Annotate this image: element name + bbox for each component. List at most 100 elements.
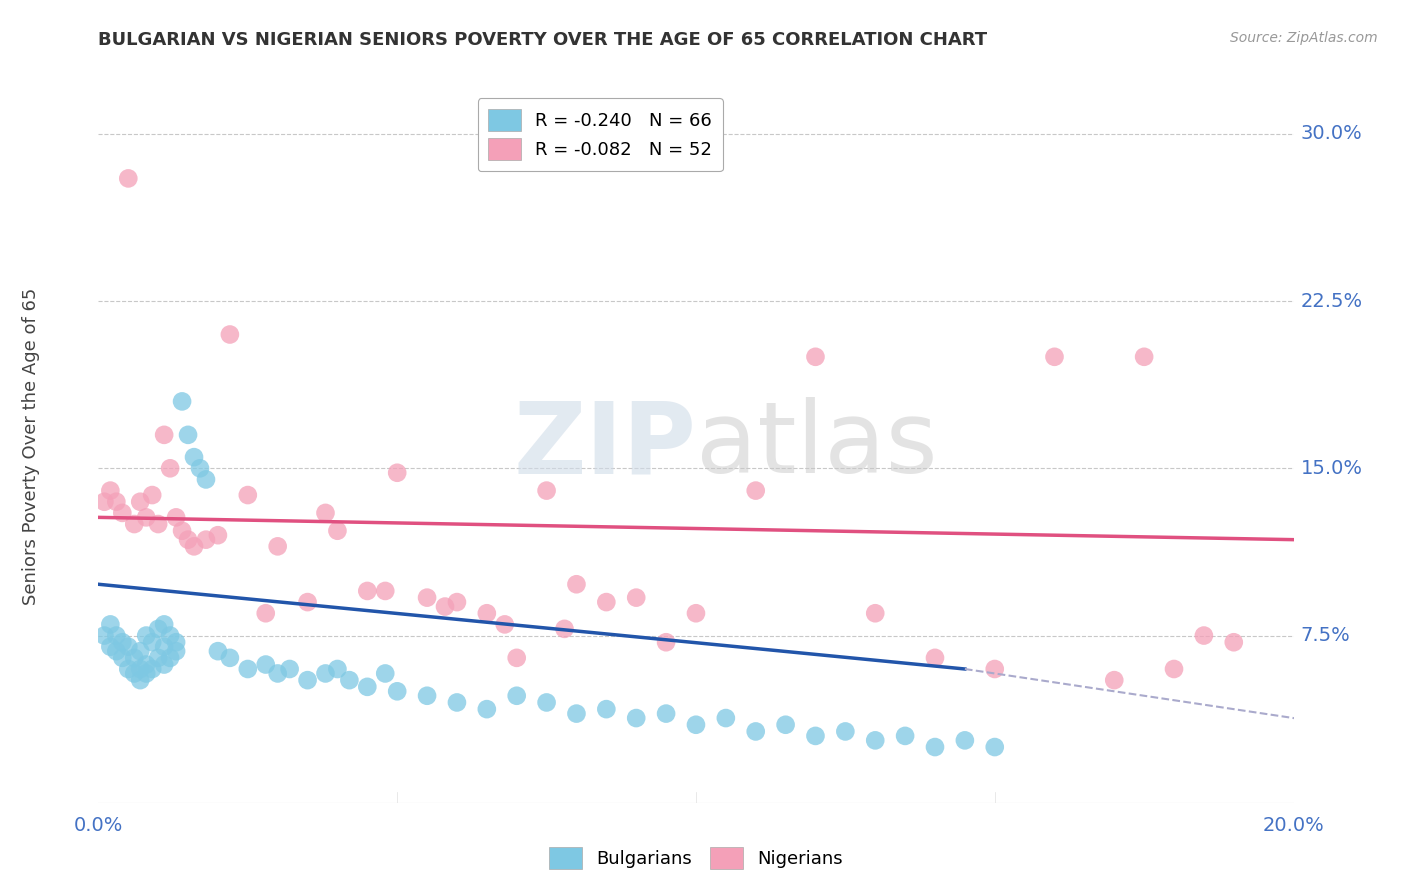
Point [124,651,146,665]
Point [983,740,1005,755]
Point [165,635,187,649]
Point [141,635,163,649]
Point [278,662,301,676]
Text: 22.5%: 22.5% [1301,292,1362,310]
Point [111,651,134,665]
Point [129,673,152,687]
Point [685,717,707,731]
Point [506,689,529,703]
Point [267,666,290,681]
Point [165,644,187,658]
Text: 7.5%: 7.5% [1301,626,1350,645]
Point [129,644,152,658]
Point [194,533,218,547]
Point [141,662,163,676]
Point [506,651,529,665]
Point [624,591,647,605]
Point [374,583,396,598]
Point [93,628,115,642]
Point [148,651,170,665]
Point [177,533,200,547]
Point [494,617,516,632]
Point [148,517,170,532]
Point [775,717,797,731]
Point [117,640,139,654]
Point [1223,635,1246,649]
Point [98,483,122,498]
Point [117,171,139,186]
Point [983,662,1005,676]
Point [475,702,498,716]
Point [745,483,768,498]
Point [153,640,176,654]
Point [655,706,678,721]
Point [315,506,337,520]
Point [315,666,337,681]
Point [953,733,976,747]
Point [135,510,157,524]
Point [1104,673,1126,687]
Point [565,706,588,721]
Point [297,673,319,687]
Point [219,327,242,342]
Text: 15.0%: 15.0% [1301,458,1362,478]
Point [356,680,378,694]
Point [165,510,187,524]
Point [135,657,157,672]
Point [129,662,152,676]
Text: Seniors Poverty Over the Age of 65: Seniors Poverty Over the Age of 65 [22,287,39,605]
Point [117,662,139,676]
Point [153,617,176,632]
Point [416,591,439,605]
Text: 20.0%: 20.0% [1263,815,1324,835]
Point [714,711,737,725]
Point [183,539,205,553]
Point [834,724,856,739]
Point [188,461,211,475]
Point [111,506,134,520]
Point [804,350,827,364]
Point [105,494,128,508]
Point [177,427,200,442]
Point [297,595,319,609]
Point [865,733,887,747]
Text: 30.0%: 30.0% [1301,124,1362,144]
Point [267,539,290,553]
Point [356,583,378,598]
Point [194,473,218,487]
Point [135,628,157,642]
Point [172,524,194,538]
Text: 0.0%: 0.0% [73,815,124,835]
Point [446,595,468,609]
Point [685,607,707,621]
Point [129,494,152,508]
Point [565,577,588,591]
Point [219,651,242,665]
Point [924,740,946,755]
Point [1163,662,1185,676]
Point [385,466,409,480]
Text: Source: ZipAtlas.com: Source: ZipAtlas.com [1230,31,1378,45]
Point [159,461,181,475]
Point [159,651,181,665]
Point [595,702,617,716]
Text: BULGARIAN VS NIGERIAN SENIORS POVERTY OVER THE AGE OF 65 CORRELATION CHART: BULGARIAN VS NIGERIAN SENIORS POVERTY OV… [98,31,987,49]
Point [207,528,229,542]
Legend: Bulgarians, Nigerians: Bulgarians, Nigerians [538,836,853,880]
Point [124,666,146,681]
Point [153,657,176,672]
Point [183,450,205,465]
Point [1133,350,1156,364]
Point [804,729,827,743]
Point [93,494,115,508]
Point [595,595,617,609]
Point [446,696,468,710]
Point [172,394,194,409]
Point [1043,350,1066,364]
Point [624,711,647,725]
Point [374,666,396,681]
Point [326,524,349,538]
Point [111,635,134,649]
Text: atlas: atlas [696,398,938,494]
Point [159,628,181,642]
